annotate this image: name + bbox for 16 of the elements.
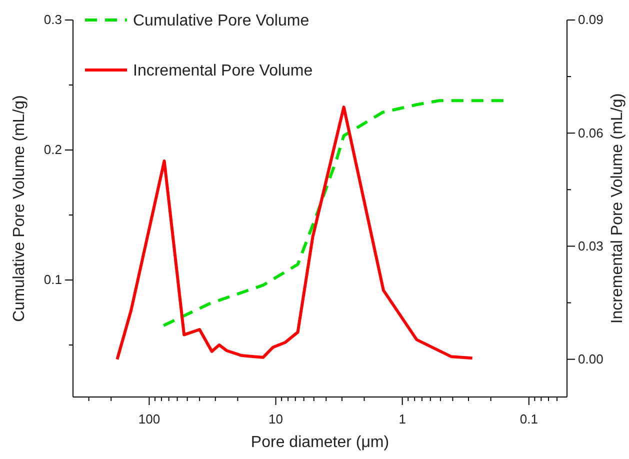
legend-label: Incremental Pore Volume	[133, 62, 313, 80]
y-tick-label: 0.1	[44, 272, 62, 288]
y2-tick-label: 0.00	[578, 351, 604, 366]
x-axis-title: Pore diameter (μm)	[250, 434, 390, 451]
x-tick-label: 1	[398, 412, 406, 427]
y-axis-title: Cumulative Pore Volume (mL/g)	[11, 95, 28, 322]
y-tick-label: 0.3	[44, 12, 62, 28]
legend-label: Cumulative Pore Volume	[133, 12, 310, 30]
y-tick-label: 0.2	[44, 142, 62, 158]
y2-tick-label: 0.03	[578, 238, 604, 254]
y2-tick-label: 0.06	[578, 125, 604, 140]
x-tick-label: 0.1	[520, 412, 538, 427]
x-tick-label: 10	[268, 412, 283, 427]
y2-axis-title: Incremental Pore Volume (mL/g)	[609, 93, 626, 324]
y2-tick-label: 0.09	[578, 12, 604, 28]
x-tick-label: 100	[138, 412, 160, 427]
